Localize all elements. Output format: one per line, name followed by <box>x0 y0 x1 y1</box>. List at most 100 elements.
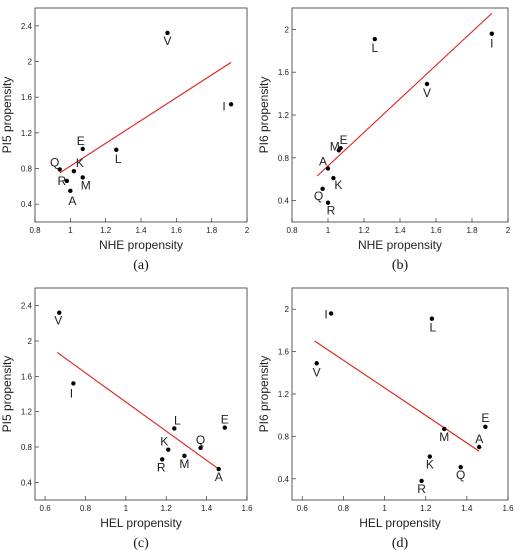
data-point-E <box>222 425 227 430</box>
scatter-panel-d: 0.6 0.8 1 1.2 1.4 1.6 0.4 0.8 1.2 1.6 2 HEL propens… <box>257 287 514 550</box>
point-label-Q: Q <box>50 155 59 169</box>
point-label-L: L <box>430 321 437 335</box>
scatter-panel-a: 0.8 1 1.2 1.4 1.6 1.8 2 0.4 0.8 1.2 1.6 2 2.4 NHE pro… <box>0 7 250 273</box>
y-tick-label: 1.6 <box>278 68 290 77</box>
x-tick-label: 1.4 <box>394 226 406 235</box>
data-point-R <box>419 478 424 484</box>
point-label-V: V <box>313 365 321 379</box>
point-label-R: R <box>157 460 166 474</box>
y-tick-label: 0.4 <box>278 475 290 484</box>
point-label-K: K <box>76 156 84 170</box>
x-tick-label: 1.2 <box>420 504 432 513</box>
y-tick-label: 2 <box>285 25 290 34</box>
data-point-Q <box>458 464 463 470</box>
y-tick-label: 0.8 <box>278 432 290 441</box>
panel-caption: (a) <box>133 258 149 273</box>
y-tick-label: 1.6 <box>21 93 33 102</box>
y-tick-label: 1.6 <box>21 372 33 381</box>
point-label-I: I <box>70 386 73 400</box>
point-label-M: M <box>81 178 91 192</box>
data-point-Q <box>57 167 62 172</box>
x-tick-label: 0.6 <box>40 504 52 513</box>
data-point-A <box>216 466 221 472</box>
point-label-E: E <box>340 133 348 147</box>
data-point-R <box>160 457 165 462</box>
point-label-R: R <box>417 482 426 496</box>
scatter-panel-b: 0.8 1 1.2 1.4 1.6 1.8 2 0.4 0.8 1.2 1.6 2 NHE propen… <box>257 7 511 273</box>
data-point-A <box>325 166 331 171</box>
x-tick-label: 1 <box>382 504 387 513</box>
panel-caption: (d) <box>392 536 409 550</box>
data-point-L <box>114 147 119 152</box>
x-tick-label: 1.8 <box>206 226 218 235</box>
data-point-L <box>172 426 177 431</box>
x-tick-label: 2 <box>506 226 511 235</box>
panel-caption: (c) <box>133 536 149 550</box>
y-tick-label: 2 <box>28 58 33 67</box>
regression-line <box>59 61 232 174</box>
x-tick-label: 0.8 <box>338 504 350 513</box>
point-label-R: R <box>57 174 66 188</box>
point-label-E: E <box>481 411 489 425</box>
data-point-V <box>424 81 430 87</box>
data-point-Q <box>198 445 203 451</box>
x-tick-label: 1.6 <box>171 226 183 235</box>
data-point-K <box>331 175 336 181</box>
x-tick-label: 1.6 <box>241 504 253 513</box>
point-label-V: V <box>163 34 171 48</box>
y-tick-label: 2.4 <box>21 22 33 31</box>
x-tick-label: 0.8 <box>29 226 41 235</box>
y-tick-label: 0.4 <box>278 197 290 206</box>
x-tick-label: 1.2 <box>100 226 112 235</box>
y-tick-label: 1.2 <box>21 129 33 138</box>
x-axis-label: NHE propensity <box>358 238 442 252</box>
x-tick-label: 1.6 <box>502 504 514 513</box>
data-point-L <box>429 316 435 321</box>
x-tick-label: 0.6 <box>297 504 309 513</box>
y-tick-label: 0.4 <box>21 478 33 487</box>
x-axis-label: NHE propensity <box>99 238 183 252</box>
point-label-I: I <box>222 99 225 113</box>
plot-frame <box>34 7 248 223</box>
y-tick-label: 0.8 <box>21 443 33 452</box>
y-tick-label: 1.2 <box>21 408 33 417</box>
scatter-panel-c: 0.6 0.8 1 1.2 1.4 1.6 0.4 0.8 1.2 1.6 2 2.4 HEL prop… <box>0 287 253 550</box>
data-point-M <box>336 148 341 153</box>
data-point-V <box>165 30 170 36</box>
x-tick-label: 1.4 <box>201 504 213 513</box>
x-axis-label: HEL propensity <box>100 516 182 530</box>
point-label-A: A <box>475 432 483 446</box>
regression-line <box>56 352 220 470</box>
y-tick-label: 1.2 <box>278 111 290 120</box>
y-tick-label: 0.8 <box>21 165 33 174</box>
x-tick-label: 1.4 <box>135 226 147 235</box>
point-label-E: E <box>77 134 85 148</box>
point-label-L: L <box>115 152 122 166</box>
y-tick-label: 0.4 <box>21 200 33 209</box>
point-label-Q: Q <box>196 433 205 447</box>
panel-caption: (b) <box>392 258 409 273</box>
data-point-V <box>314 361 319 366</box>
x-tick-label: 1 <box>124 504 129 513</box>
y-axis-label: PI5 propensity <box>0 356 14 433</box>
data-point-K <box>166 447 171 452</box>
data-point-K <box>71 168 77 174</box>
point-label-M: M <box>179 457 189 471</box>
data-point-E <box>483 424 488 430</box>
x-tick-label: 0.8 <box>286 226 298 235</box>
x-tick-label: 2 <box>245 226 250 235</box>
y-axis-label: PI6 propensity <box>257 77 271 154</box>
y-axis-label: PI5 propensity <box>0 77 14 154</box>
x-tick-label: 1.6 <box>430 226 442 235</box>
point-label-A: A <box>319 155 327 169</box>
y-tick-label: 2 <box>285 305 290 314</box>
y-tick-label: 1.6 <box>278 348 290 357</box>
point-label-V: V <box>54 314 62 328</box>
point-label-K: K <box>334 178 342 192</box>
point-label-A: A <box>215 470 223 484</box>
data-point-I <box>228 102 234 107</box>
x-tick-label: 1 <box>68 226 73 235</box>
point-label-Q: Q <box>456 468 465 482</box>
point-label-L: L <box>371 41 378 55</box>
